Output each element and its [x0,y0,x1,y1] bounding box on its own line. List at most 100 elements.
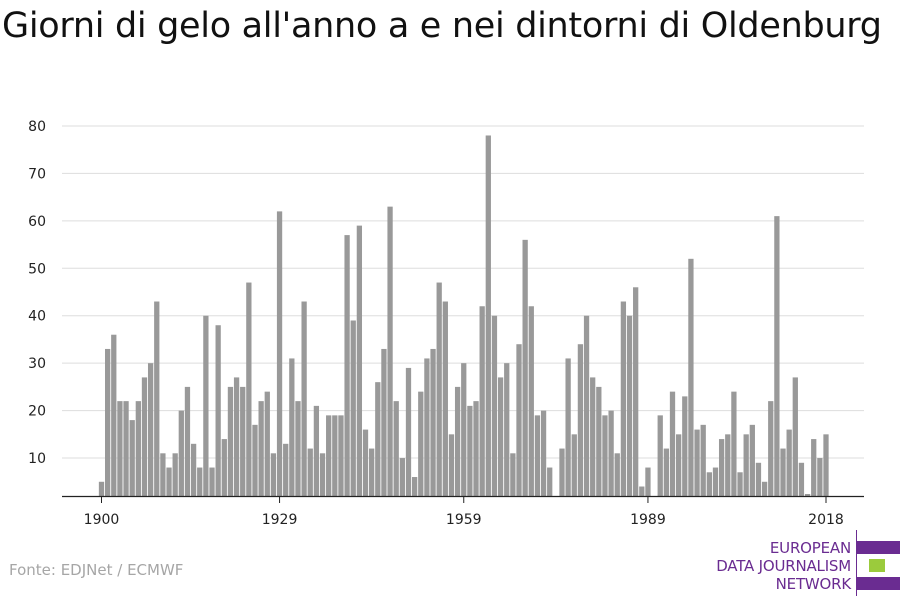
bar-1911 [166,467,172,496]
bar-1994 [676,434,682,496]
bar-2012 [786,429,792,496]
bar-1952 [418,391,424,496]
bar-1937 [326,415,332,496]
bar-1945 [375,382,381,496]
bar-1924 [246,282,252,496]
bar-1935 [313,405,320,496]
y-tick-label-40: 40 [28,309,46,325]
bar-1926 [258,401,264,496]
bar-1985 [620,301,627,496]
bar-1967 [510,453,516,496]
bar-2002 [725,434,731,496]
bar-2009 [768,401,774,496]
bar-1934 [307,448,313,496]
bar-1971 [534,415,541,496]
bar-1968 [516,344,522,496]
bar-1903 [117,401,123,496]
bar-2014 [798,462,805,496]
bar-1975 [559,448,565,496]
bar-1950 [405,367,412,496]
bar-1957 [448,434,455,496]
bar-1977 [571,434,577,496]
bar-1947 [387,206,393,496]
bar-1991 [657,415,663,496]
bar-1983 [608,410,614,496]
x-tick-label-1989: 1989 [630,512,666,528]
y-tick-label-30: 30 [28,356,46,372]
bar-2011 [780,448,786,496]
bar-1972 [540,410,547,496]
bar-1923 [240,386,246,496]
x-tick-labels: 1900 1929 1959 1989 2018 [84,512,844,528]
bar-1940 [344,235,350,496]
y-tick-label-80: 80 [28,119,46,135]
bar-1906 [135,401,141,496]
bar-1907 [141,377,148,496]
bar-1914 [184,386,191,496]
bar-1954 [430,348,436,496]
bar-1905 [129,420,135,496]
bar-1959 [461,363,467,496]
bar-1986 [626,315,633,496]
bar-1989 [645,467,651,496]
bar-2000 [712,467,719,496]
bar-1981 [596,386,602,496]
bar-1919 [215,325,221,496]
bar-1998 [700,424,706,496]
bar-1932 [295,401,301,496]
bar-1938 [332,415,338,496]
y-tick-labels: 10 20 30 40 50 60 70 80 [28,119,46,467]
bars [98,135,829,496]
source-note: Fonte: EDJNet / ECMWF [9,561,184,579]
bar-1987 [633,287,639,496]
bar-1953 [424,358,430,496]
bar-2004 [737,472,743,496]
bar-1944 [369,448,375,496]
bar-1949 [399,458,405,496]
bar-1997 [694,429,700,496]
bar-2007 [755,462,762,496]
bar-1912 [172,453,178,496]
bar-1966 [504,363,510,496]
x-tick-label-1929: 1929 [262,512,298,528]
bar-1925 [252,424,258,496]
logo-text-line1: EUROPEAN [769,539,851,557]
bar-1964 [491,315,498,496]
y-tick-label-60: 60 [28,214,46,230]
bar-1958 [454,386,461,496]
logo-divider [856,530,857,596]
bar-1931 [289,358,295,496]
bar-1933 [301,301,307,496]
bar-1913 [178,410,184,496]
bar-1962 [479,306,485,496]
bar-1927 [264,391,270,496]
y-tick-label-10: 10 [28,451,46,467]
bar-1946 [381,348,387,496]
bar-1995 [682,396,688,496]
bar-1941 [350,320,356,496]
bar-1942 [356,225,363,496]
bar-1996 [688,258,694,496]
bar-1910 [160,453,166,496]
bar-1973 [547,467,553,496]
bar-1992 [663,448,670,496]
edjnet-logo[interactable]: EUROPEAN DATA JOURNALISM NETWORK [700,528,900,596]
logo-text-line2: DATA JOURNALISM [716,557,851,575]
x-tick-label-1959: 1959 [446,512,482,528]
bar-1902 [111,334,117,496]
bar-1943 [362,429,369,496]
bar-1984 [614,453,620,496]
bar-1965 [497,377,504,496]
axes [62,495,864,503]
bar-1979 [583,315,590,496]
bar-1939 [338,415,344,496]
bar-1918 [209,467,215,496]
logo-bar-green [869,559,885,572]
bar-1916 [197,467,203,496]
logo-text-line3: NETWORK [775,575,852,593]
bar-1901 [104,348,111,496]
bar-1900 [98,481,105,496]
bar-2005 [743,434,749,496]
bar-2018 [823,434,829,496]
